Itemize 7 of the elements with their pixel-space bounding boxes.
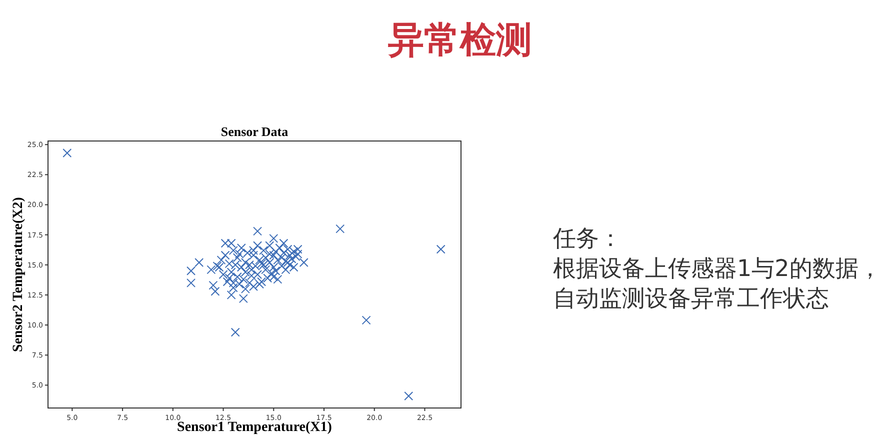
text: 根据设备上传感器1与2的数据， — [553, 256, 882, 282]
y-axis-title: Sensor2 Temperature(X2) — [11, 196, 26, 352]
text: 异常检测 — [387, 20, 532, 61]
x-axis-title: Sensor1 Temperature(X1) — [177, 420, 332, 435]
text: 自动监测设备异常工作状态 — [553, 286, 829, 312]
chart-title: Sensor Data — [220, 124, 289, 139]
text: 任务： — [552, 226, 622, 252]
